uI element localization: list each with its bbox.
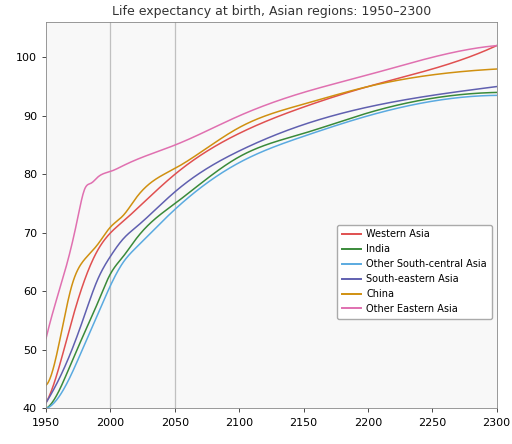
Legend: Western Asia, India, Other South-central Asia, South-eastern Asia, China, Other : Western Asia, India, Other South-central… xyxy=(337,225,492,319)
Title: Life expectancy at birth, Asian regions: 1950–2300: Life expectancy at birth, Asian regions:… xyxy=(112,5,431,18)
